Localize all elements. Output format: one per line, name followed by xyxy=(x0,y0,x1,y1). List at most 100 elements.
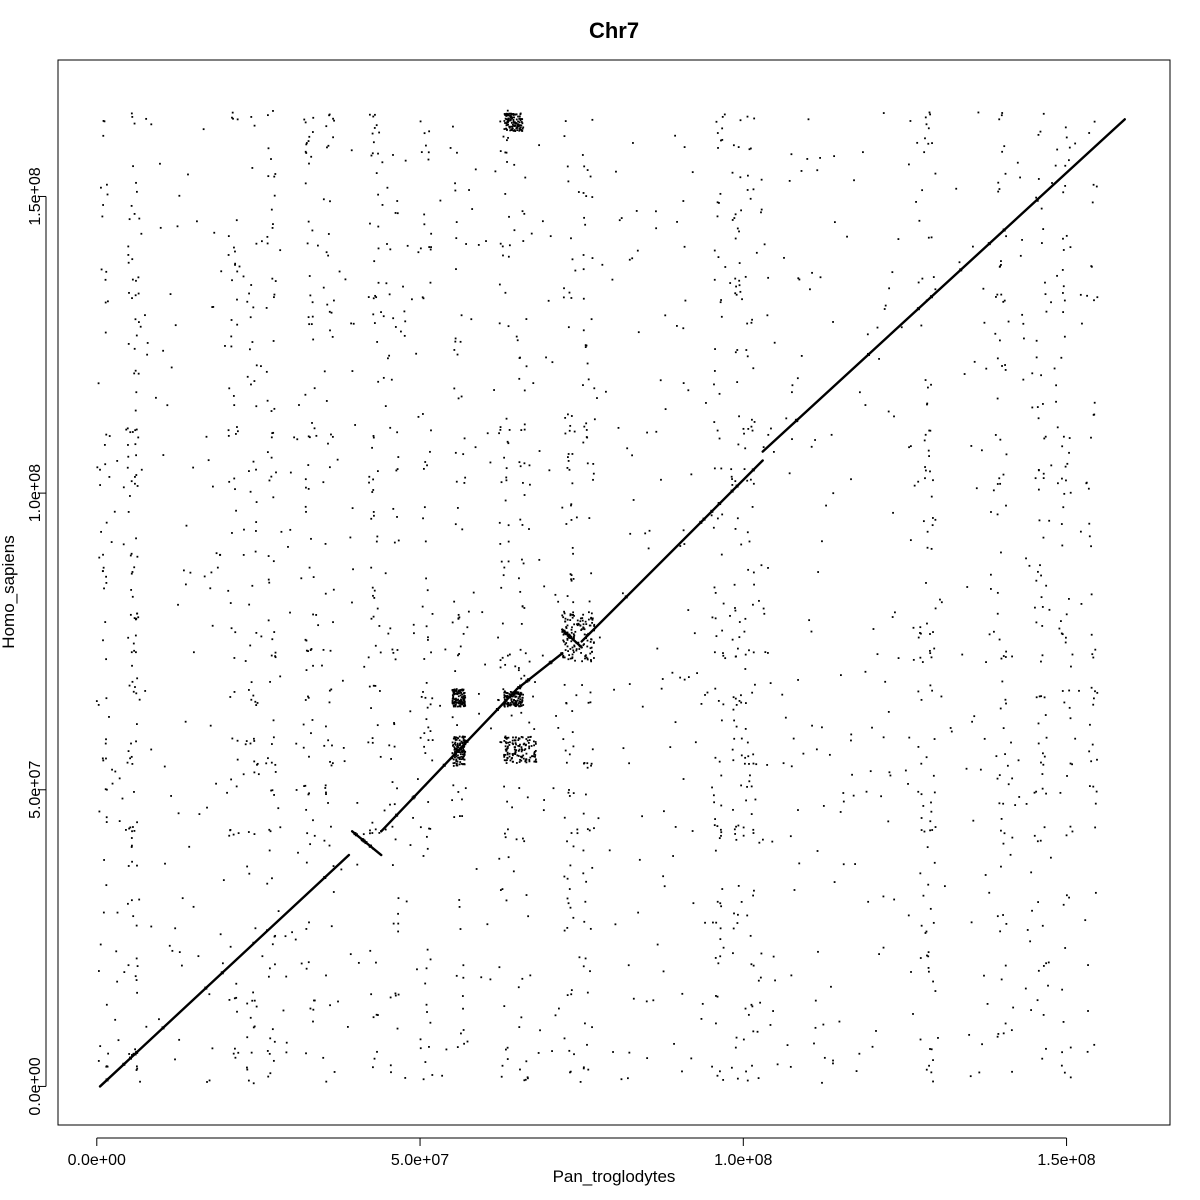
data-point xyxy=(105,521,108,524)
data-point xyxy=(420,695,423,698)
data-point xyxy=(1034,477,1037,480)
data-point xyxy=(352,568,354,571)
data-point xyxy=(512,870,515,873)
data-point xyxy=(508,215,510,218)
data-point xyxy=(748,649,750,652)
data-point xyxy=(130,837,133,839)
data-point xyxy=(449,147,452,149)
data-point xyxy=(927,449,930,452)
data-point xyxy=(797,277,800,280)
synteny-point xyxy=(699,520,703,524)
data-point xyxy=(266,1050,269,1052)
data-point xyxy=(310,537,312,540)
synteny-point xyxy=(517,686,521,690)
data-point xyxy=(192,905,195,908)
data-point xyxy=(419,247,422,250)
data-point xyxy=(833,155,836,158)
data-point xyxy=(1005,504,1007,507)
dense-block-point xyxy=(514,705,517,708)
dense-block-point xyxy=(589,640,592,643)
dense-block-point xyxy=(509,702,512,704)
data-point xyxy=(1091,743,1094,746)
data-point xyxy=(570,579,573,582)
data-point xyxy=(596,397,598,399)
data-point xyxy=(884,680,887,683)
data-point xyxy=(913,484,916,487)
data-point xyxy=(924,379,927,381)
dense-block-point xyxy=(520,756,523,759)
data-point xyxy=(394,326,397,328)
dense-block-point xyxy=(513,693,516,696)
data-point xyxy=(1040,207,1043,210)
data-point xyxy=(1061,477,1063,480)
data-point xyxy=(254,700,257,703)
data-point xyxy=(735,704,738,706)
data-point xyxy=(451,741,454,744)
data-point xyxy=(736,381,739,383)
data-point xyxy=(1068,689,1071,692)
dense-block-point xyxy=(521,122,524,125)
data-point xyxy=(742,826,745,829)
data-point xyxy=(463,482,466,484)
data-point xyxy=(522,837,524,840)
data-point xyxy=(498,521,501,524)
data-point xyxy=(934,607,937,610)
data-point xyxy=(998,638,1001,641)
data-point xyxy=(878,953,880,955)
data-point xyxy=(939,598,941,601)
data-point xyxy=(682,327,685,330)
dense-block-point xyxy=(455,760,458,762)
data-point xyxy=(912,626,915,629)
synteny-point xyxy=(751,468,755,472)
data-point xyxy=(135,1069,138,1071)
data-point xyxy=(357,961,360,964)
data-point xyxy=(328,689,331,692)
data-point xyxy=(1054,164,1057,167)
data-point xyxy=(307,220,310,223)
data-point xyxy=(445,1048,448,1051)
dense-block-point xyxy=(510,125,513,128)
data-point xyxy=(118,777,121,780)
data-point xyxy=(466,1040,469,1043)
data-point xyxy=(396,212,399,215)
data-point xyxy=(932,774,935,777)
data-point xyxy=(250,681,253,684)
data-point xyxy=(135,428,138,431)
data-point xyxy=(647,547,650,550)
data-point xyxy=(270,436,273,439)
data-point xyxy=(995,755,998,758)
data-point xyxy=(528,464,531,467)
data-point xyxy=(331,435,334,438)
data-point xyxy=(373,514,375,517)
data-point xyxy=(227,254,230,256)
data-point xyxy=(996,777,999,780)
data-point xyxy=(592,472,595,475)
dense-block-point xyxy=(514,696,517,698)
data-point xyxy=(346,1025,349,1028)
data-point xyxy=(159,162,161,165)
data-point xyxy=(1004,364,1006,366)
data-point xyxy=(735,293,738,296)
data-point xyxy=(1096,691,1099,694)
dense-block-point xyxy=(565,627,568,629)
dense-block-point xyxy=(506,705,509,708)
data-point xyxy=(797,809,799,811)
data-point xyxy=(1065,234,1068,237)
data-point xyxy=(261,955,264,958)
data-point xyxy=(733,719,736,722)
data-point xyxy=(452,125,454,128)
data-point xyxy=(327,233,330,235)
data-point xyxy=(115,950,118,953)
data-point xyxy=(589,927,592,930)
dense-block-point xyxy=(506,128,508,131)
data-point xyxy=(457,617,460,620)
dense-block-point xyxy=(582,626,585,629)
data-point xyxy=(519,465,522,468)
synteny-point xyxy=(135,1050,139,1054)
data-point xyxy=(771,840,774,843)
data-point xyxy=(236,1010,238,1013)
data-point xyxy=(472,591,475,594)
data-point xyxy=(423,732,426,735)
data-point xyxy=(133,347,136,350)
dense-block-point xyxy=(574,659,576,662)
